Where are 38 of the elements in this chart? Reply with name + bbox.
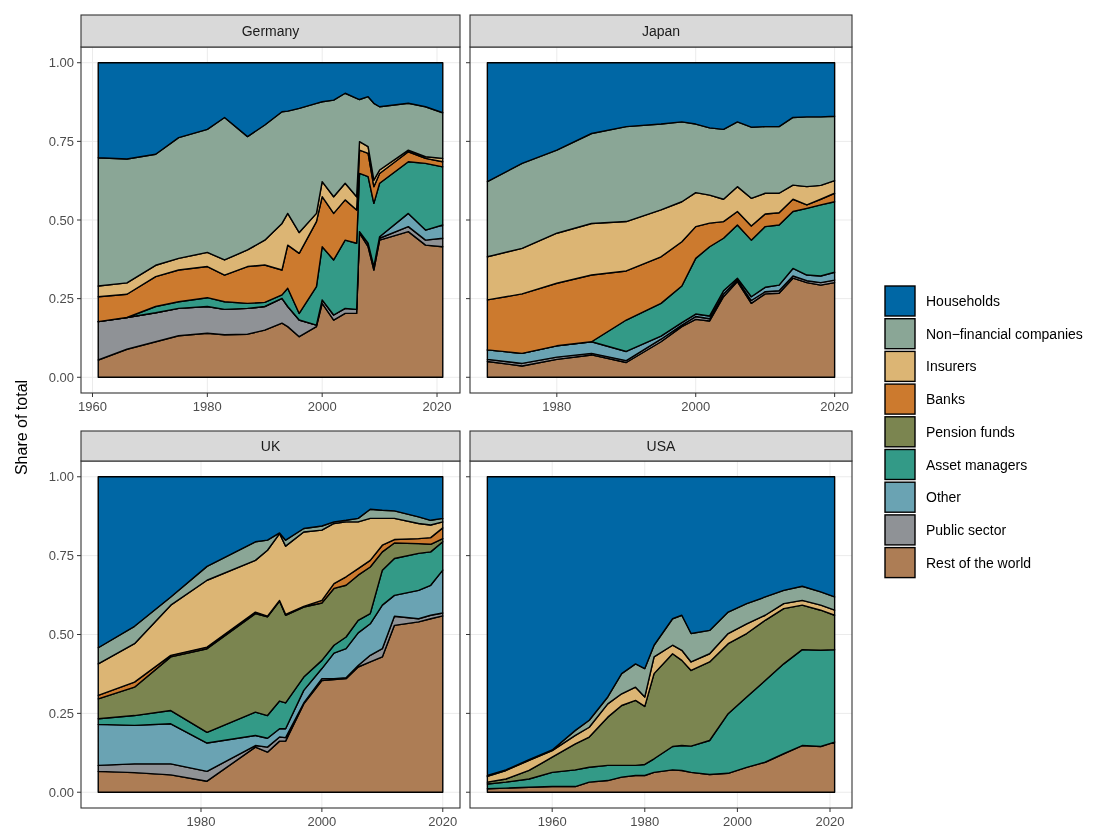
x-tick-label: 2000 <box>681 399 711 414</box>
legend-label: Public sector <box>926 521 1007 538</box>
y-tick-label: 0.75 <box>48 548 74 564</box>
y-tick-label: 0.50 <box>48 627 74 642</box>
y-tick-label: 0.50 <box>48 212 74 228</box>
x-tick-label: 1980 <box>186 814 216 829</box>
y-tick-label: 1.00 <box>48 55 74 71</box>
x-tick-label: 2000 <box>307 399 337 414</box>
y-tick-label: 0.25 <box>48 291 74 307</box>
y-tick-label: 0.00 <box>48 369 74 385</box>
legend-label: Banks <box>926 391 965 408</box>
x-tick-label: 1980 <box>542 399 572 414</box>
x-tick-label: 1960 <box>78 399 107 414</box>
y-tick-label: 1.00 <box>48 469 74 485</box>
y-axis-title: Share of total <box>13 379 30 476</box>
legend-label: Non−financial companies <box>926 325 1083 342</box>
legend-label: Rest of the world <box>926 554 1032 571</box>
legend-label: Other <box>926 489 962 506</box>
legend-label: Households <box>926 293 1000 309</box>
chart-title: USA <box>646 438 677 454</box>
legend-label: Asset managers <box>926 456 1028 473</box>
y-tick-label: 0.75 <box>48 133 74 149</box>
y-tick-label: 0.25 <box>48 705 74 721</box>
x-tick-label: 2020 <box>422 399 452 414</box>
chart-title: Japan <box>641 23 681 39</box>
x-tick-label: 2020 <box>428 814 458 829</box>
legend-label: Pension funds <box>926 423 1015 440</box>
legend-label: Insurers <box>926 358 977 375</box>
x-tick-label: 1980 <box>630 814 660 829</box>
x-tick-label: 2020 <box>815 814 845 829</box>
chart-title: Germany <box>241 23 300 39</box>
x-tick-label: 2020 <box>820 399 850 414</box>
chart-title: UK <box>260 438 281 454</box>
x-tick-label: 2000 <box>722 814 752 829</box>
x-tick-label: 1980 <box>192 399 222 414</box>
x-tick-label: 1960 <box>537 814 567 829</box>
x-tick-label: 2000 <box>307 814 337 829</box>
y-tick-label: 0.00 <box>48 784 74 800</box>
